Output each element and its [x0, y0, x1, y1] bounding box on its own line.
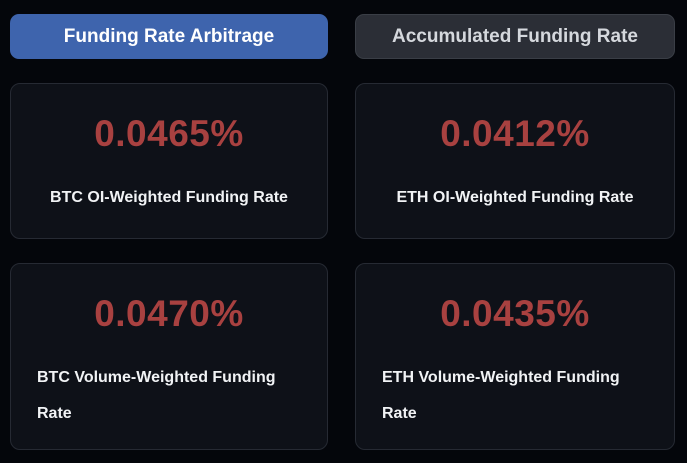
card-label-container: ETH Volume-Weighted Funding Rate: [382, 360, 648, 430]
btc-oi-weighted-rate-value: 0.0465%: [94, 113, 244, 154]
tab-funding-rate-arbitrage[interactable]: Funding Rate Arbitrage: [10, 14, 328, 59]
card-eth-volume-weighted: 0.0435% ETH Volume-Weighted Funding Rate: [355, 263, 675, 450]
card-label-container: ETH OI-Weighted Funding Rate: [382, 180, 648, 215]
tab-accumulated-funding-rate[interactable]: Accumulated Funding Rate: [355, 14, 675, 59]
btc-oi-weighted-rate-label: BTC OI-Weighted Funding Rate: [50, 189, 288, 207]
eth-volume-weighted-rate-value: 0.0435%: [440, 293, 590, 334]
eth-oi-weighted-rate-value: 0.0412%: [440, 113, 590, 154]
card-btc-oi-weighted: 0.0465% BTC OI-Weighted Funding Rate: [10, 83, 328, 239]
card-label-container: BTC OI-Weighted Funding Rate: [37, 180, 301, 215]
card-eth-oi-weighted: 0.0412% ETH OI-Weighted Funding Rate: [355, 83, 675, 239]
card-label-container: BTC Volume-Weighted Funding Rate: [37, 360, 301, 430]
btc-volume-weighted-rate-label: BTC Volume-Weighted Funding Rate: [37, 369, 276, 422]
eth-volume-weighted-rate-label: ETH Volume-Weighted Funding Rate: [382, 369, 620, 422]
btc-volume-weighted-rate-value: 0.0470%: [94, 293, 244, 334]
card-btc-volume-weighted: 0.0470% BTC Volume-Weighted Funding Rate: [10, 263, 328, 450]
eth-oi-weighted-rate-label: ETH OI-Weighted Funding Rate: [396, 189, 634, 207]
